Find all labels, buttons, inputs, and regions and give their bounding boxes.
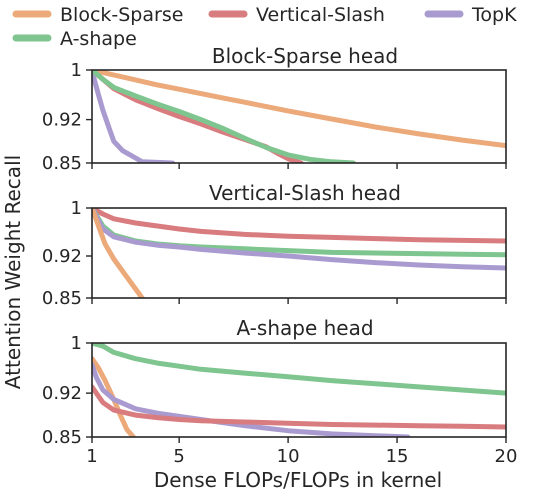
series-line-vertical-slash (92, 384, 506, 430)
series-line-a-shape (92, 343, 506, 396)
x-tick-label: 1 (86, 446, 97, 467)
x-tick-label: 5 (173, 446, 184, 467)
legend-item-topk: TopK (424, 4, 517, 26)
y-tick-label: 0.85 (42, 153, 82, 174)
legend-item-block-sparse: Block-Sparse (12, 4, 183, 26)
series-line-topk (92, 208, 506, 271)
y-axis-label: Attention Weight Recall (1, 155, 25, 389)
y-tick-label: 0.92 (42, 246, 82, 267)
legend-label-block-sparse: Block-Sparse (60, 4, 183, 26)
panel-block-sparse-head: Block-Sparse head 1 0.92 0.85 (42, 44, 507, 174)
y-tick-label: 0.85 (42, 427, 82, 448)
panel-vertical-slash-head: Vertical-Slash head 1 0.92 0.85 (42, 181, 507, 309)
panel-frame (91, 342, 507, 438)
series-line-a-shape (92, 70, 356, 163)
x-tick-label: 20 (495, 446, 518, 467)
panel-frame (91, 207, 507, 299)
panel-title: A-shape head (236, 316, 373, 340)
series-line-a-shape (92, 208, 506, 258)
panel-series (92, 208, 506, 298)
series-line-topk (92, 70, 176, 163)
y-tick-label: 0.92 (42, 383, 82, 404)
legend: Block-Sparse Vertical-Slash TopK A-shape (12, 4, 517, 50)
series-line-block-sparse (92, 70, 506, 149)
x-tick-label: 15 (386, 446, 409, 467)
y-tick-label: 1 (71, 60, 82, 81)
y-tick-label: 0.92 (42, 110, 82, 131)
series-line-topk (92, 362, 411, 437)
panel-series (92, 343, 506, 437)
legend-label-vertical-slash: Vertical-Slash (256, 4, 385, 26)
legend-label-topk: TopK (471, 4, 517, 26)
panel-series (92, 70, 506, 163)
panel-title: Block-Sparse head (212, 44, 398, 68)
y-tick-label: 1 (71, 198, 82, 219)
x-axis-label: Dense FLOPs/FLOPs in kernel (154, 468, 442, 492)
x-tick-label: 10 (277, 446, 300, 467)
series-line-vertical-slash (92, 208, 506, 244)
series-line-block-sparse (92, 208, 145, 298)
y-tick-label: 0.85 (42, 288, 82, 309)
y-tick-label: 1 (71, 333, 82, 354)
legend-item-vertical-slash: Vertical-Slash (208, 4, 385, 26)
legend-label-a-shape: A-shape (60, 28, 137, 50)
chart-panels: Block-Sparse head10.920.85Vertical-Slash… (42, 44, 518, 467)
panel-frame (91, 69, 507, 164)
legend-item-a-shape: A-shape (12, 28, 137, 50)
panel-title: Vertical-Slash head (209, 181, 401, 205)
